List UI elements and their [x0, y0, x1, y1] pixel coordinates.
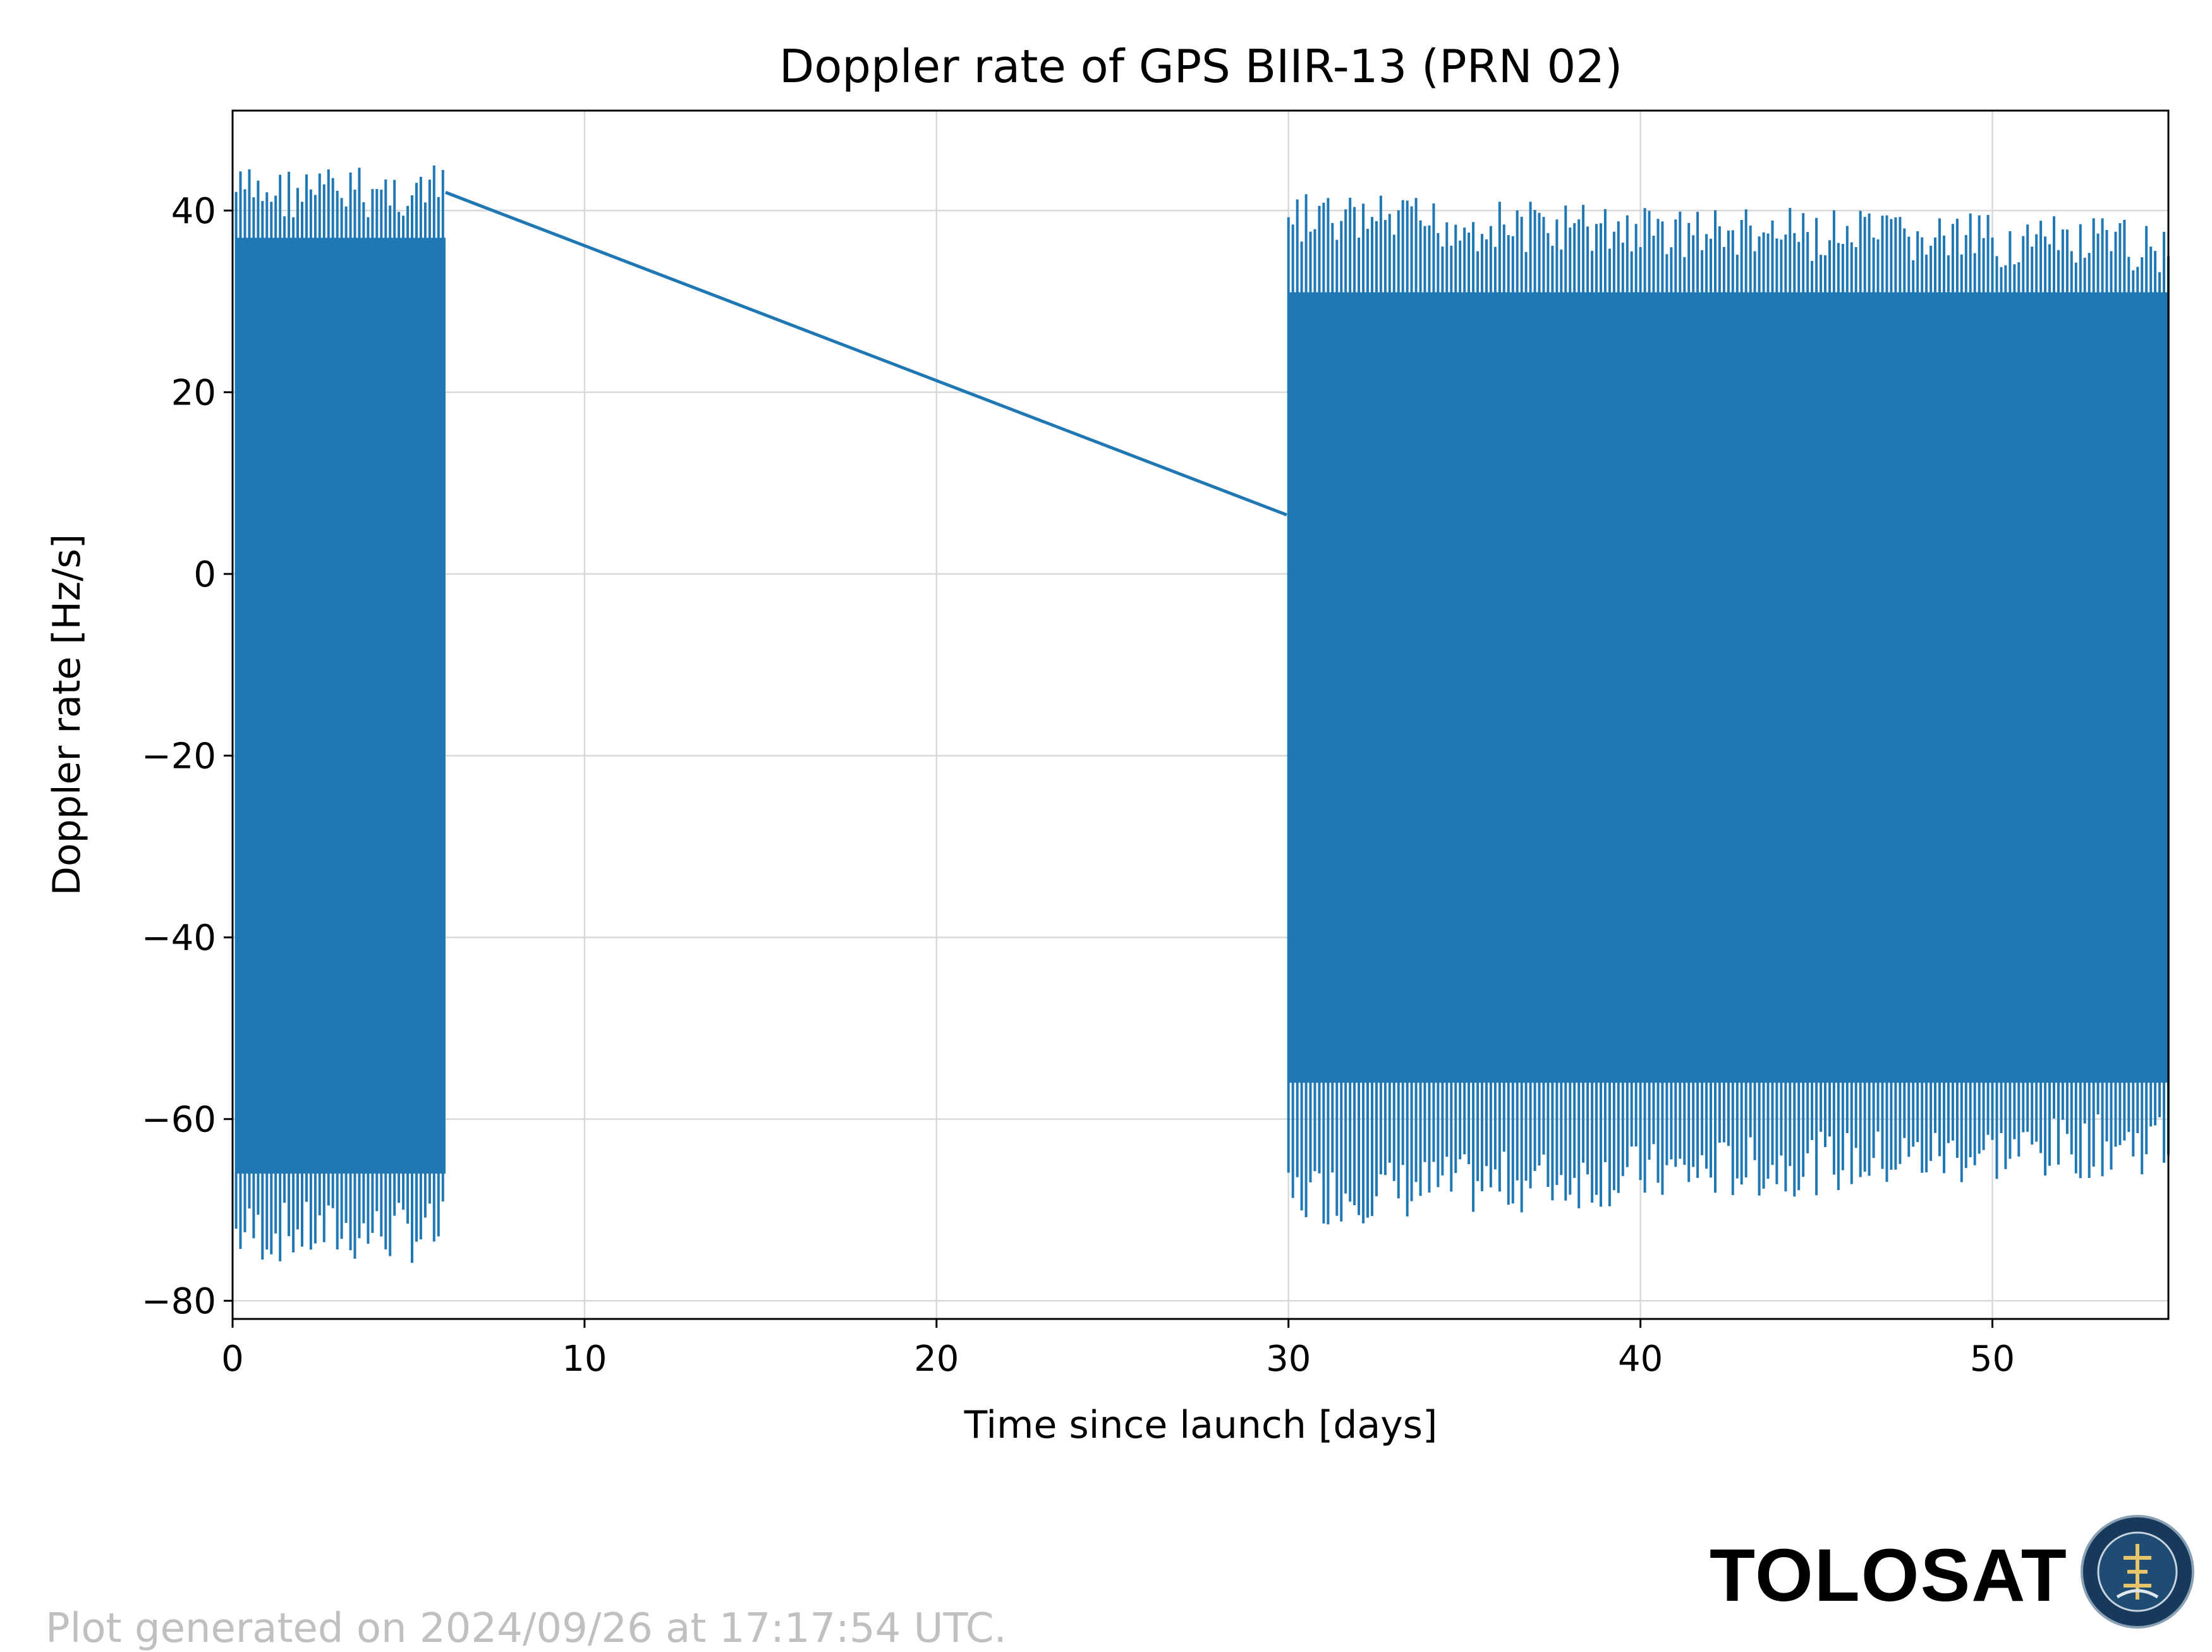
tolosat-logo-text: TOLOSAT — [1710, 1534, 2068, 1617]
x-tick-label: 40 — [1618, 1339, 1663, 1380]
x-axis-label: Time since launch [days] — [964, 1403, 1438, 1447]
y-tick-label: −80 — [142, 1281, 216, 1322]
oscillation-spikes — [234, 165, 444, 1263]
data-layer — [234, 165, 2170, 1263]
x-tick-label: 50 — [1970, 1339, 2015, 1380]
chart-title: Doppler rate of GPS BIIR-13 (PRN 02) — [779, 40, 1622, 93]
x-tick-label: 30 — [1266, 1339, 1311, 1380]
y-tick-label: 20 — [171, 373, 216, 414]
x-tick-label: 20 — [914, 1339, 959, 1380]
plot-frame — [231, 109, 2170, 1320]
x-tick-label: 0 — [221, 1339, 244, 1380]
y-tick-label: −20 — [142, 736, 216, 777]
generated-timestamp: Plot generated on 2024/09/26 at 17:17:54… — [46, 1605, 1007, 1652]
y-axis-label: Doppler rate [Hz/s] — [45, 534, 89, 896]
x-tick-label: 10 — [562, 1339, 607, 1380]
y-tick-label: −60 — [142, 1100, 216, 1141]
tolosat-seal-icon — [2081, 1515, 2194, 1629]
y-tick-label: −40 — [142, 918, 216, 959]
gap-connector-line — [445, 191, 1287, 517]
oscillation-spikes — [1287, 194, 2170, 1225]
y-tick-label: 40 — [171, 191, 216, 232]
ticks: 0 10 20 30 40 50 −80 −60 −40 −20 0 20 40 — [142, 191, 2015, 1380]
y-tick-label: 0 — [193, 554, 216, 595]
